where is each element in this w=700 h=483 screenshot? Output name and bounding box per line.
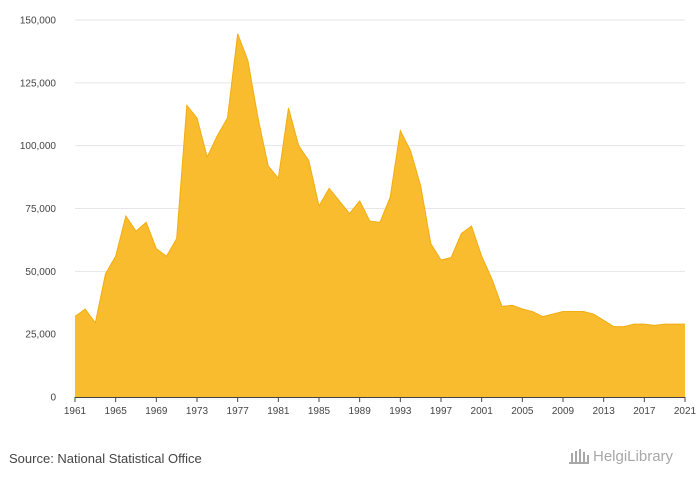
x-tick-label: 1985 <box>308 406 331 417</box>
series-area <box>74 33 685 397</box>
x-tick-label: 1973 <box>186 406 209 417</box>
x-axis-tick-labels: 1961 1965 1969 1973 1977 1981 1985 1989 1993 1997… <box>64 406 697 417</box>
x-tick-label: 1965 <box>105 406 128 417</box>
x-tick-label: 1961 <box>64 406 87 417</box>
x-tick-label: 1977 <box>227 406 250 417</box>
y-tick-label: 25,000 <box>25 330 56 341</box>
library-building-icon <box>569 449 589 464</box>
x-tick-label: 1981 <box>267 406 290 417</box>
y-tick-label: 100,000 <box>20 141 57 152</box>
x-tick-label: 2001 <box>471 406 494 417</box>
area-fill <box>75 33 685 397</box>
y-tick-label: 125,000 <box>20 78 57 89</box>
x-tick-label: 1997 <box>430 406 453 417</box>
x-tick-label: 2017 <box>633 406 656 417</box>
x-tick-label: 1989 <box>349 406 372 417</box>
source-note: Source: National Statistical Office <box>9 451 202 466</box>
helgi-library-logo: HelgiLibrary <box>568 447 673 465</box>
y-tick-label: 50,000 <box>25 267 56 278</box>
y-axis-tick-labels: 0 25,000 50,000 75,000 100,000 125,000 150,000 <box>20 16 57 404</box>
x-tick-label: 2013 <box>593 406 616 417</box>
y-tick-label: 75,000 <box>25 204 56 215</box>
x-tick-label: 2009 <box>552 406 575 417</box>
logo-text: HelgiLibrary <box>593 447 674 465</box>
x-tick-label: 1993 <box>389 406 412 417</box>
axes <box>74 397 686 402</box>
x-tick-label: 2005 <box>511 406 534 417</box>
y-tick-label: 0 <box>50 393 56 404</box>
x-tick-label: 2021 <box>674 406 697 417</box>
y-tick-label: 150,000 <box>20 16 57 27</box>
area-line <box>74 33 685 328</box>
x-tick-label: 1969 <box>145 406 168 417</box>
